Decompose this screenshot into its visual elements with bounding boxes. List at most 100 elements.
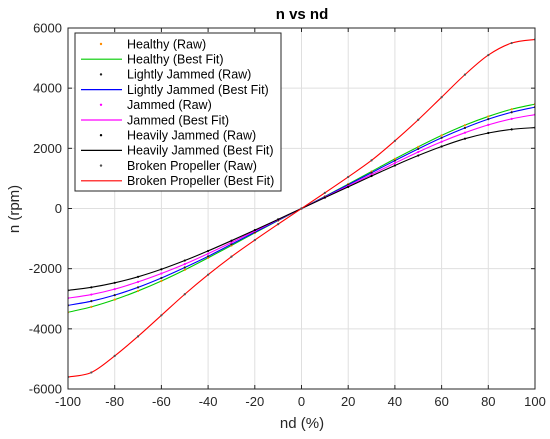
data-point [136,280,140,284]
data-point [440,134,443,137]
x-tick-label: 20 [341,394,355,409]
x-tick-label: -40 [199,394,218,409]
legend-label: Broken Propeller (Raw) [127,159,257,173]
data-point [136,289,140,293]
data-point [90,371,93,374]
legend-label: Heavily Jammed (Raw) [127,129,256,143]
data-point [230,241,233,244]
data-point [463,124,467,127]
data-point [230,243,233,246]
x-tick-label: 100 [524,394,546,409]
data-point [113,281,116,284]
series-layer [68,38,535,379]
legend-label: Lightly Jammed (Raw) [127,68,251,82]
data-point [440,145,443,148]
data-point [160,276,163,280]
legend-swatch [99,42,103,46]
data-point [370,171,373,174]
axis-ticks: -100 -80 -60 -40 -20 0 20 40 60 80 100 -6000 -4000 -2… [29,21,546,410]
data-point [463,126,467,129]
y-tick-label: 6000 [33,21,62,36]
data-point [417,118,420,121]
data-point [113,298,116,301]
x-tick-label: -100 [55,394,81,409]
data-point [393,157,396,160]
data-point [463,131,467,134]
legend: Healthy (Raw)Healthy (Best Fit)Lightly J… [74,32,282,192]
data-point [487,118,490,121]
data-point [487,131,490,135]
data-point [370,173,373,176]
x-tick-label: 40 [388,394,402,409]
data-point [393,139,396,142]
data-point [90,293,93,296]
legend-swatch [99,73,103,76]
data-point [183,293,186,296]
data-point [393,164,396,167]
y-tick-label: 4000 [33,81,62,96]
data-point [510,117,513,120]
x-axis-label: nd (%) [280,415,324,432]
data-point [183,263,186,266]
data-point [136,275,140,278]
data-point [347,185,350,188]
data-point [207,255,210,258]
data-point [323,196,326,199]
data-point [113,354,116,358]
data-point [463,73,467,76]
x-tick-label: 80 [481,394,495,409]
data-point [277,223,280,226]
data-point [417,154,420,157]
legend-label: Lightly Jammed (Best Fit) [127,83,269,97]
data-point [136,286,140,289]
data-point [277,218,280,221]
y-axis-label: n (rpm) [6,185,23,233]
data-point [487,53,490,57]
series-points-8 [68,38,535,379]
data-point [183,259,186,262]
chart-title: n vs nd [276,6,329,23]
y-tick-label: 0 [55,201,62,216]
data-point [90,286,93,289]
data-point [183,266,186,269]
x-tick-label: 60 [434,394,448,409]
legend-label: Jammed (Raw) [127,98,212,112]
data-point [90,305,93,308]
data-point [487,115,490,118]
data-point [113,294,116,297]
x-tick-label: -80 [105,394,124,409]
data-point [207,273,210,276]
legend-label: Jammed (Best Fit) [127,113,229,127]
legend-swatch [99,103,103,107]
data-point [417,147,420,151]
data-point [160,314,163,317]
data-point [510,128,513,131]
data-point [323,191,326,194]
legend-swatch [99,134,103,137]
legend-swatch [99,164,103,167]
data-point [510,41,513,45]
data-point [207,249,210,253]
data-point [417,145,420,148]
data-point [393,161,396,165]
y-tick-label: 2000 [33,141,62,156]
legend-label: Healthy (Best Fit) [127,53,224,67]
data-point [230,255,233,258]
data-point [510,111,513,114]
data-point [370,174,373,178]
data-point [160,272,163,275]
data-point [487,123,490,126]
data-point [160,268,163,271]
y-tick-label: -4000 [29,321,62,336]
data-point [253,238,256,242]
data-point [207,256,210,259]
x-tick-label: 0 [298,394,305,409]
data-point [183,268,186,271]
data-point [440,140,443,143]
data-point [160,279,163,283]
data-point [136,335,140,338]
data-point [300,207,303,210]
data-point [90,300,93,303]
data-point [230,239,233,242]
